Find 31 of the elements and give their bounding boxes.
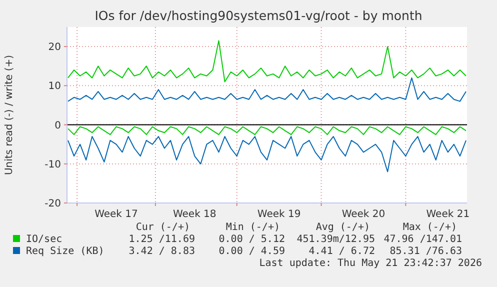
text: Max (-/+): [402, 222, 457, 233]
legend-label: IO/sec: [26, 234, 62, 245]
chart-title: IOs for /dev/hosting90systems01-vg/root - by month: [94, 8, 422, 23]
x-tick-label: Week 19: [257, 209, 301, 220]
text: 85.31 /76.63: [390, 246, 462, 257]
x-tick-label: Week 20: [342, 209, 386, 220]
text: 451.39m/12.95: [296, 234, 375, 245]
y-tick-label: -10: [44, 159, 61, 170]
text: Avg (-/+): [316, 222, 370, 233]
x-tick-label: Week 17: [94, 209, 138, 220]
y-tick-label: -20: [44, 198, 61, 210]
line-series: [68, 40, 466, 82]
legend-label: Req Size (KB): [26, 246, 104, 257]
text: 47.96 /147.01: [384, 234, 462, 245]
text: Min (-/+): [226, 222, 280, 233]
x-tick-label: Week 21: [426, 209, 470, 220]
text: 4.41 / 6.72: [308, 246, 375, 257]
x-tick-label: Week 18: [172, 209, 216, 220]
text: 0.00 / 5.12: [218, 234, 285, 245]
y-tick-label: 0: [54, 120, 61, 132]
y-tick-label: 10: [48, 81, 61, 92]
line-series: [68, 77, 466, 102]
text: 0.00 / 4.59: [218, 246, 285, 257]
text: Last update: Thu May 21 23:42:37 2026: [259, 258, 482, 269]
line-series: [68, 126, 466, 136]
y-tick-label: 20: [48, 42, 61, 54]
text: 3.42 / 8.83: [128, 246, 195, 257]
line-series: [68, 136, 466, 172]
text: Cur (-/+): [136, 222, 190, 233]
text: 1.25 /11.69: [128, 234, 195, 245]
y-axis-title: Units read (-) / write (+): [4, 54, 15, 176]
